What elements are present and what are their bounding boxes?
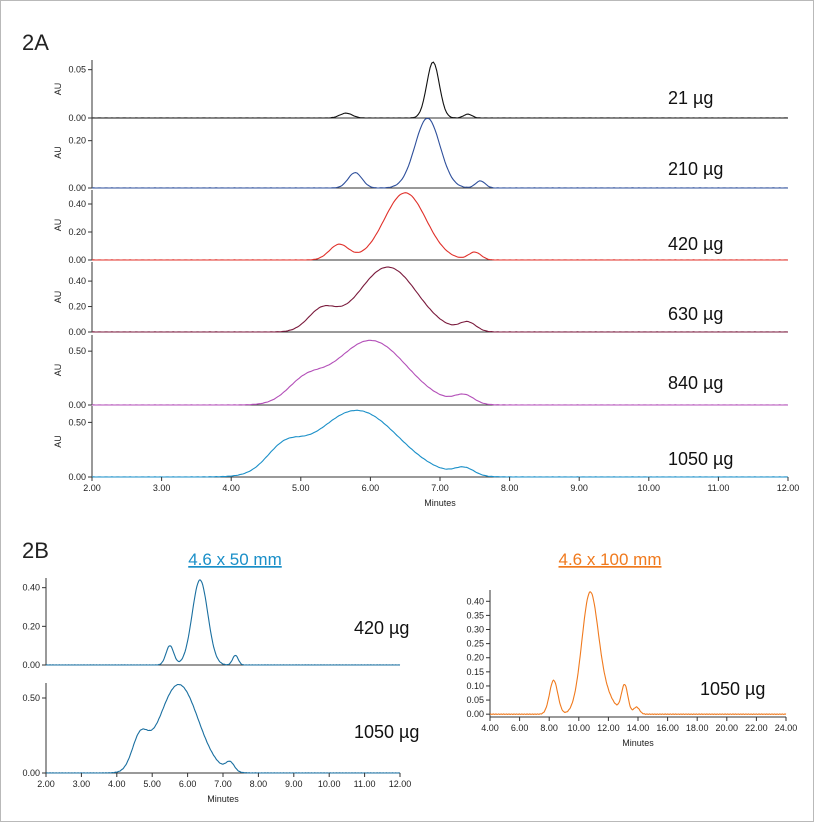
2b-left-ytick-label: 0.50 [22, 693, 40, 703]
2a-xtick-label: 6.00 [362, 483, 380, 493]
2a-ylabel: AU [53, 435, 63, 448]
2a-amount-label-5: 1050 µg [668, 449, 733, 469]
2b-left-ytick-label: 0.40 [22, 583, 40, 593]
2b-left-xtick-label: 12.00 [389, 779, 412, 789]
2a-amount-label-1: 210 µg [668, 159, 723, 179]
2a-ytick-label: 0.20 [68, 302, 86, 312]
2b-right-xtick-label: 4.00 [481, 723, 499, 733]
panel-2b-label: 2B [22, 538, 49, 563]
2a-ylabel: AU [53, 364, 63, 377]
2b-right-ytick-label: 0.35 [466, 610, 484, 620]
2a-xtick-label: 8.00 [501, 483, 519, 493]
2a-ylabel: AU [53, 83, 63, 96]
2a-amount-label-3: 630 µg [668, 304, 723, 324]
subtitle-4-6x100: 4.6 x 100 mm [559, 550, 662, 569]
2b-left-amount-label-0: 420 µg [354, 618, 409, 638]
2b-left-xlabel: Minutes [207, 794, 239, 804]
2b-right-trace-0 [489, 591, 787, 716]
2b-right-xlabel: Minutes [622, 738, 654, 748]
2b-right-ytick-label: 0.00 [466, 709, 484, 719]
2a-trace-5 [91, 409, 789, 478]
2b-right-xtick-label: 10.00 [568, 723, 591, 733]
2b-right-ytick-label: 0.30 [466, 625, 484, 635]
2a-amount-label-2: 420 µg [668, 234, 723, 254]
2a-ytick-label: 0.00 [68, 255, 86, 265]
2b-right-xtick-label: 24.00 [775, 723, 798, 733]
2a-ytick-label: 0.00 [68, 113, 86, 123]
2a-ytick-label: 0.50 [68, 417, 86, 427]
2b-right-amount-label-0: 1050 µg [700, 679, 765, 699]
2a-ylabel: AU [53, 291, 63, 304]
panel-2a-label: 2A [22, 30, 49, 55]
panel-2a-chart: 0.00 0.05 AU 21 µg 0.00 0.20 AU 210 µg 0.00 0.20 0… [53, 60, 799, 508]
2a-ylabel: AU [53, 219, 63, 232]
2a-xtick-label: 3.00 [153, 483, 171, 493]
2b-left-ytick-label: 0.00 [22, 660, 40, 670]
2b-left-xtick-label: 9.00 [285, 779, 303, 789]
2a-trace-3 [91, 266, 789, 333]
2a-ytick-label: 0.40 [68, 199, 86, 209]
2a-trace-2 [91, 192, 789, 261]
2a-ytick-label: 0.40 [68, 276, 86, 286]
2b-right-xtick-label: 20.00 [716, 723, 739, 733]
2a-xtick-label: 7.00 [431, 483, 449, 493]
2b-right-xtick-label: 6.00 [511, 723, 529, 733]
2a-ytick-label: 0.00 [68, 400, 86, 410]
2b-right-ytick-label: 0.10 [466, 681, 484, 691]
2b-right-xtick-label: 22.00 [745, 723, 768, 733]
subtitle-4-6x50: 4.6 x 50 mm [188, 550, 282, 569]
2a-ylabel: AU [53, 146, 63, 159]
2a-trace-4 [91, 339, 789, 406]
2a-xtick-label: 2.00 [83, 483, 101, 493]
2a-trace-0 [91, 61, 789, 119]
2a-ytick-label: 0.00 [68, 327, 86, 337]
2b-left-amount-label-1: 1050 µg [354, 722, 419, 742]
2a-xtick-label: 11.00 [707, 483, 729, 493]
2b-left-xtick-label: 3.00 [73, 779, 91, 789]
2b-left-xtick-label: 5.00 [143, 779, 161, 789]
2a-xtick-label: 5.00 [292, 483, 310, 493]
2a-xtick-label: 4.00 [222, 483, 240, 493]
2a-amount-label-0: 21 µg [668, 88, 713, 108]
2a-ytick-label: 0.50 [68, 346, 86, 356]
2b-right-ytick-label: 0.25 [466, 639, 484, 649]
2b-right-ytick-label: 0.40 [466, 596, 484, 606]
2b-right-xtick-label: 12.00 [597, 723, 620, 733]
2a-xtick-label: 10.00 [638, 483, 661, 493]
2a-ytick-label: 0.20 [68, 136, 86, 146]
2b-right-ytick-label: 0.05 [466, 695, 484, 705]
2b-right-xtick-label: 16.00 [656, 723, 679, 733]
2a-xtick-label: 12.00 [777, 483, 800, 493]
2a-ytick-label: 0.20 [68, 227, 86, 237]
panel-2b-left-chart: 0.00 0.20 0.40 420 µg 0.00 0.50 1050 µg 2.00 3.0… [22, 578, 419, 804]
2b-right-ytick-label: 0.20 [466, 653, 484, 663]
2a-trace-1 [91, 117, 789, 189]
2b-left-xtick-label: 2.00 [37, 779, 55, 789]
2b-left-trace-1 [45, 683, 401, 774]
2b-left-xtick-label: 6.00 [179, 779, 197, 789]
2b-left-xtick-label: 8.00 [250, 779, 268, 789]
2b-left-xtick-label: 11.00 [354, 779, 376, 789]
2a-ytick-label: 0.00 [68, 472, 86, 482]
2b-left-trace-0 [45, 579, 401, 666]
2b-right-xtick-label: 8.00 [540, 723, 558, 733]
2b-left-ytick-label: 0.20 [22, 621, 40, 631]
2b-left-xtick-label: 4.00 [108, 779, 126, 789]
2b-right-ytick-label: 0.15 [466, 667, 484, 677]
2b-left-xtick-label: 7.00 [214, 779, 232, 789]
2a-ytick-label: 0.00 [68, 183, 86, 193]
2a-xtick-label: 9.00 [570, 483, 588, 493]
2b-right-xtick-label: 14.00 [627, 723, 650, 733]
2b-right-xtick-label: 18.00 [686, 723, 709, 733]
2b-left-xtick-label: 10.00 [318, 779, 341, 789]
panel-2b-right-chart: 0.00 0.05 0.10 0.15 0.20 0.25 0.30 0.35 0.40 1050… [466, 590, 797, 748]
2a-amount-label-4: 840 µg [668, 373, 723, 393]
2b-left-ytick-label: 0.00 [22, 768, 40, 778]
2a-ytick-label: 0.05 [68, 65, 86, 75]
2a-xlabel: Minutes [424, 498, 456, 508]
